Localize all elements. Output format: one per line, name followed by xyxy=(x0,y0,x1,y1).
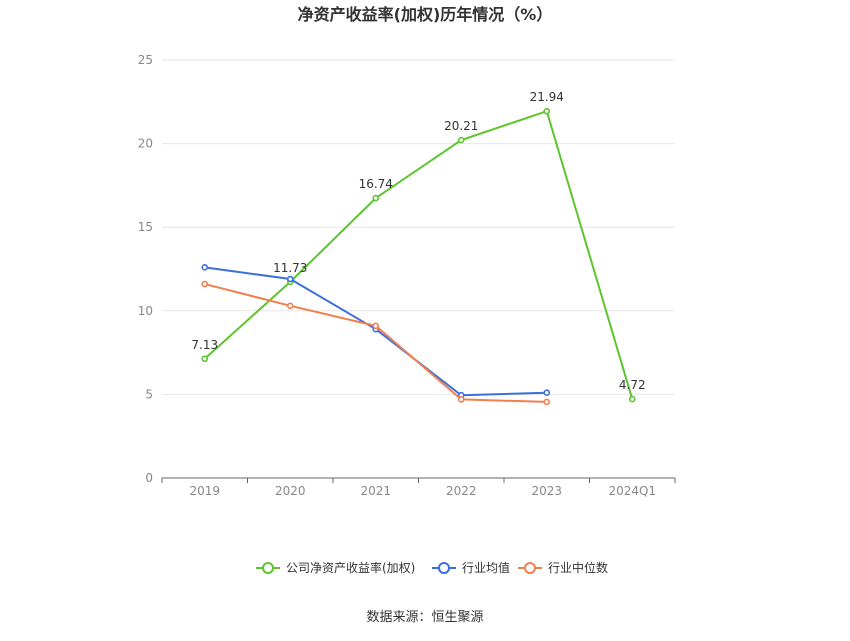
y-tick-label: 5 xyxy=(145,387,153,401)
legend-item: 公司净资产收益率(加权) xyxy=(256,560,415,575)
data-point xyxy=(201,280,209,288)
x-tick-label: 2024Q1 xyxy=(608,484,656,498)
legend-item: 行业中位数 xyxy=(518,560,608,575)
data-point xyxy=(628,395,636,403)
series-line xyxy=(204,110,634,400)
x-tick-label: 2022 xyxy=(446,484,477,498)
chart-title: 净资产收益率(加权)历年情况（%） xyxy=(298,5,553,24)
data-labels: 7.13 11.73 16.74 20.21 21.94 4.72 xyxy=(191,90,645,392)
legend: 公司净资产收益率(加权) 行业均值 行业中位数 xyxy=(256,560,608,575)
data-label: 4.72 xyxy=(619,378,646,392)
series-lines xyxy=(201,107,636,406)
data-label: 16.74 xyxy=(359,177,393,191)
data-label: 7.13 xyxy=(191,338,218,352)
data-point xyxy=(372,194,380,202)
y-tick-label: 25 xyxy=(138,53,153,67)
legend-item: 行业均值 xyxy=(432,560,510,575)
data-label: 11.73 xyxy=(273,261,307,275)
data-point xyxy=(457,136,465,144)
legend-swatch-marker xyxy=(262,562,274,574)
x-tick-label: 2021 xyxy=(360,484,391,498)
data-point xyxy=(372,322,380,330)
x-tick-label: 2023 xyxy=(531,484,562,498)
legend-swatch-marker xyxy=(438,562,450,574)
x-tick-label: 2020 xyxy=(275,484,306,498)
data-point xyxy=(457,396,465,403)
y-tick-label: 10 xyxy=(138,304,153,318)
legend-label: 行业均值 xyxy=(462,560,510,575)
legend-label: 公司净资产收益率(加权) xyxy=(286,560,415,575)
y-tick-label: 20 xyxy=(138,137,153,151)
data-point xyxy=(543,389,551,397)
x-tick-label: 2019 xyxy=(189,484,220,498)
data-point xyxy=(201,264,209,271)
axes: 0 5 10 15 20 25 2019 2020 2021 2022 2023 2024Q1 xyxy=(138,53,676,498)
data-point xyxy=(543,107,551,115)
y-tick-label: 15 xyxy=(138,220,153,234)
legend-label: 行业中位数 xyxy=(548,560,608,575)
source-note: 数据来源：恒生聚源 xyxy=(366,610,483,625)
data-label: 20.21 xyxy=(444,119,478,133)
legend-swatch-marker xyxy=(524,562,536,574)
data-label: 21.94 xyxy=(530,90,564,104)
y-tick-label: 0 xyxy=(145,471,153,485)
gridlines xyxy=(162,59,675,395)
series-line xyxy=(204,283,547,403)
data-point xyxy=(286,302,294,310)
data-point xyxy=(286,275,294,283)
data-point xyxy=(543,398,551,406)
data-point xyxy=(201,355,209,363)
